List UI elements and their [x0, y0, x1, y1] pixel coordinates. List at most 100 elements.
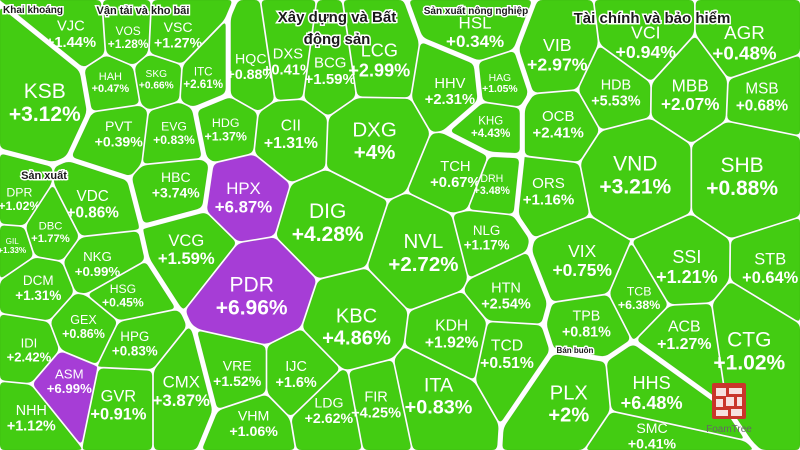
cell-dig[interactable] — [276, 170, 387, 278]
foamtree-logo: FoamTree — [706, 383, 752, 435]
value-label-dpr: +1.02% — [0, 199, 40, 213]
value-label-dig: +4.28% — [292, 223, 364, 246]
cell-shb[interactable] — [691, 122, 800, 238]
value-label-ocb: +2.41% — [533, 124, 584, 141]
value-label-ldg: +2.62% — [305, 411, 354, 427]
cell-hqc[interactable] — [230, 0, 274, 111]
cell-dxs[interactable] — [261, 0, 316, 100]
cell-vdc[interactable] — [53, 161, 140, 236]
cell-vix[interactable] — [532, 217, 631, 302]
cell-vcg[interactable] — [143, 212, 236, 309]
ticker-label-gil: GIL — [6, 237, 20, 246]
cell-plx[interactable] — [502, 354, 610, 450]
value-label-smc: +0.41% — [628, 435, 677, 450]
cell-tch[interactable] — [408, 132, 487, 213]
value-label-vhm: +1.06% — [229, 424, 278, 440]
group-title-san-xuat-nong-nghiep: Sản xuất nông nghiệp — [424, 5, 528, 17]
cell-itc[interactable] — [180, 23, 226, 107]
cell-vsc[interactable] — [149, 0, 232, 63]
cell-skg[interactable] — [135, 55, 182, 110]
cell-ocb[interactable] — [524, 90, 599, 162]
cell-vci[interactable] — [594, 0, 695, 80]
cell-ksb[interactable] — [0, 8, 87, 162]
cell-mbb[interactable] — [651, 37, 728, 143]
value-label-vnd: +3.21% — [599, 175, 671, 198]
ticker-label-vos: VOS — [116, 24, 141, 38]
cell-asm[interactable] — [33, 352, 98, 443]
value-label-hdb: +5.53% — [591, 94, 640, 110]
cell-nkg[interactable] — [64, 231, 145, 294]
cell-vjc[interactable] — [0, 0, 105, 67]
ticker-label-shb: SHB — [721, 154, 764, 177]
cell-hpg[interactable] — [97, 310, 186, 370]
cell-agr[interactable] — [695, 0, 800, 78]
cell-hsl[interactable] — [409, 0, 532, 60]
cell-khg[interactable] — [451, 103, 520, 154]
cell-tpb[interactable] — [546, 295, 630, 357]
cell-evg[interactable] — [143, 102, 202, 164]
ticker-label-agr: AGR — [724, 22, 765, 43]
cell-ita[interactable] — [394, 348, 499, 450]
value-label-bcg: +1.59% — [305, 71, 356, 88]
value-label-vib: +2.97% — [527, 54, 588, 74]
ticker-label-dxg: DXG — [352, 118, 396, 141]
cell-kdh[interactable] — [405, 292, 487, 379]
ticker-label-hhs: HHS — [632, 373, 670, 393]
cell-kbc[interactable] — [303, 269, 408, 370]
cell-pdr[interactable] — [186, 237, 316, 344]
cell-hag[interactable] — [478, 51, 528, 107]
ticker-label-hsl: HSL — [459, 13, 492, 32]
ticker-label-ksb: KSB — [24, 80, 66, 103]
cell-pvt[interactable] — [72, 105, 148, 176]
cell-hsg[interactable] — [89, 262, 175, 320]
ticker-label-skg: SKG — [146, 69, 168, 80]
cell-cii[interactable] — [254, 99, 328, 182]
ticker-label-kdh: KDH — [435, 317, 468, 334]
cell-ors[interactable] — [518, 156, 589, 237]
cell-dbc[interactable] — [26, 186, 79, 261]
value-label-hah: +0.47% — [92, 83, 130, 95]
cell-dcm[interactable] — [0, 257, 74, 321]
cell-vib[interactable] — [519, 0, 598, 93]
cell-tcd[interactable] — [476, 322, 549, 422]
value-label-nvl: +2.72% — [388, 253, 458, 276]
value-label-hsg: +0.45% — [102, 296, 144, 310]
cell-vnd[interactable] — [581, 119, 691, 239]
cell-hah[interactable] — [84, 56, 139, 111]
value-label-vjc: +1.44% — [46, 35, 96, 51]
cell-dpr[interactable] — [0, 154, 53, 226]
cell-vre[interactable] — [197, 331, 266, 409]
value-label-vsc: +1.27% — [154, 34, 203, 50]
cell-hdg[interactable] — [198, 97, 258, 162]
cell-htn[interactable] — [464, 253, 547, 324]
cell-hpx[interactable] — [207, 155, 290, 242]
value-label-tch: +0.67% — [430, 175, 481, 191]
cell-hhv[interactable] — [412, 43, 478, 132]
cell-hhs[interactable] — [606, 345, 744, 439]
cell-vos[interactable] — [102, 0, 151, 65]
cell-dxg[interactable] — [326, 97, 430, 199]
cell-nvl[interactable] — [368, 193, 468, 309]
cell-tcb[interactable] — [610, 244, 667, 340]
ticker-label-bcg: BCG — [314, 55, 347, 72]
cell-cmx[interactable] — [153, 328, 212, 450]
ticker-label-smc: SMC — [636, 420, 667, 436]
value-label-hhs: +6.48% — [621, 393, 683, 413]
cell-gil[interactable] — [0, 225, 33, 278]
cell-ijc[interactable] — [267, 330, 339, 416]
cell-hdb[interactable] — [579, 47, 651, 129]
ticker-label-vsc: VSC — [164, 19, 193, 35]
cell-ssi[interactable] — [633, 215, 730, 305]
cell-nlg[interactable] — [453, 211, 529, 277]
cell-bcg[interactable] — [304, 0, 356, 115]
cell-idi[interactable] — [0, 314, 59, 383]
cell-lcg[interactable] — [343, 0, 419, 98]
value-label-gvr: +0.91% — [90, 405, 146, 423]
cell-drh[interactable] — [469, 156, 520, 214]
cell-hbc[interactable] — [132, 159, 209, 223]
cell-gex[interactable] — [51, 293, 117, 364]
ticker-label-hdg: HDG — [212, 116, 240, 130]
value-label-dcm: +1.31% — [15, 288, 61, 303]
value-label-hpx: +6.87% — [215, 197, 272, 216]
value-label-dxs: +0.41% — [263, 63, 313, 79]
